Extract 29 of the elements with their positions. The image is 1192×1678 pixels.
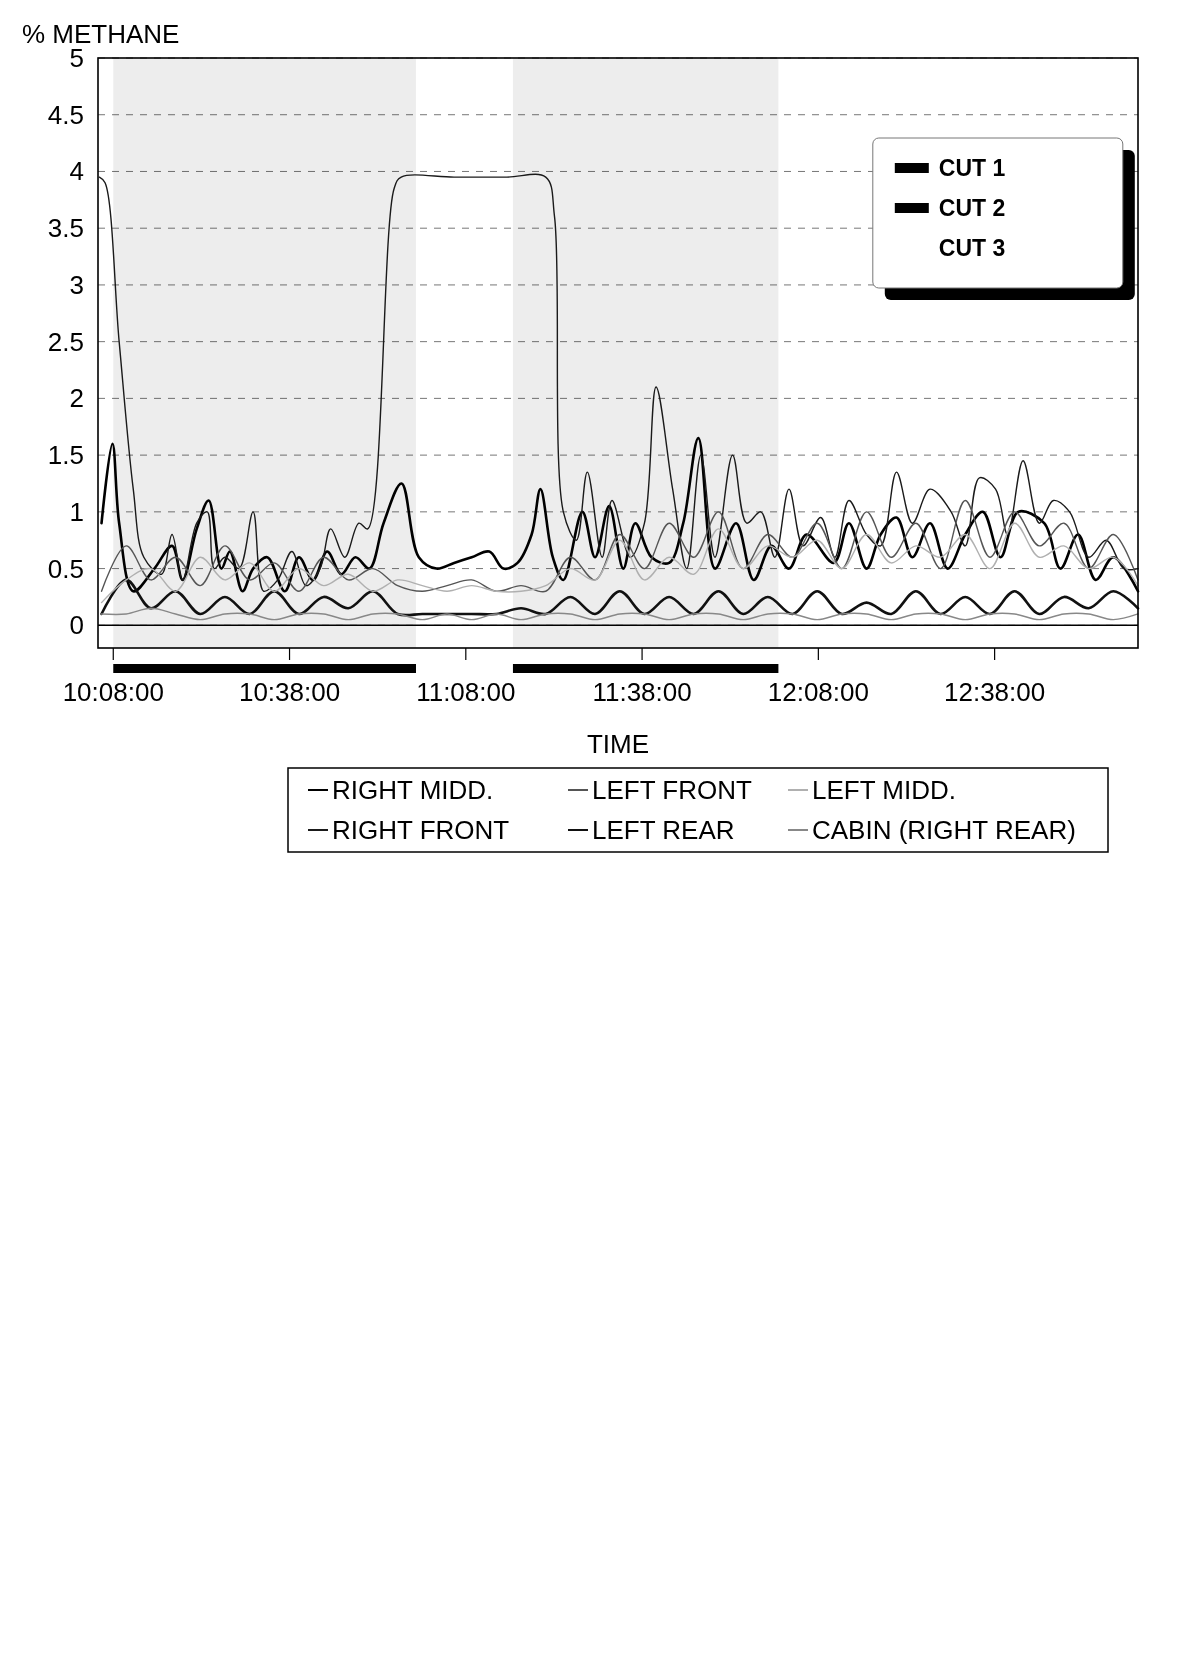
legend-label: RIGHT FRONT — [332, 815, 510, 845]
legend-label: LEFT FRONT — [592, 775, 752, 805]
legend-label: RIGHT MIDD. — [332, 775, 494, 805]
x-tick-label: 10:08:00 — [62, 677, 164, 707]
x-tick-label: 11:38:00 — [592, 677, 692, 707]
annotation: CUT 3 — [938, 235, 1006, 261]
x-axis-title: TIME — [586, 729, 650, 759]
x-tick-label: 11:08:00 — [416, 677, 516, 707]
y-tick-label: 0 — [69, 610, 84, 641]
line-series — [100, 578, 1140, 617]
y-tick-label: 4 — [69, 156, 84, 187]
x-tick-label: 12:08:00 — [767, 677, 869, 707]
y-tick-label: 3 — [69, 269, 84, 300]
y-tick-label: 2.5 — [47, 326, 84, 357]
x-tick-label: 12:38:00 — [944, 677, 1046, 707]
y-tick-label: 1.5 — [47, 440, 84, 471]
y-tick-label: 2 — [69, 383, 84, 414]
line-series — [100, 522, 1139, 604]
legend-label: CABIN (RIGHT REAR) — [812, 815, 1076, 845]
legend-label: LEFT REAR — [592, 815, 735, 845]
y-tick-label: 1 — [69, 496, 84, 527]
annotation: CUT 1 — [938, 155, 1006, 181]
annotation: CUT 2 — [938, 195, 1006, 221]
x-tick-label: 10:38:00 — [238, 677, 341, 707]
y-tick-label: 3.5 — [47, 213, 84, 244]
y-tick-label: 4.5 — [47, 99, 84, 130]
line-series — [100, 499, 1139, 592]
legend-label: LEFT MIDD. — [812, 775, 956, 805]
y-tick-label: 0.5 — [47, 553, 84, 584]
